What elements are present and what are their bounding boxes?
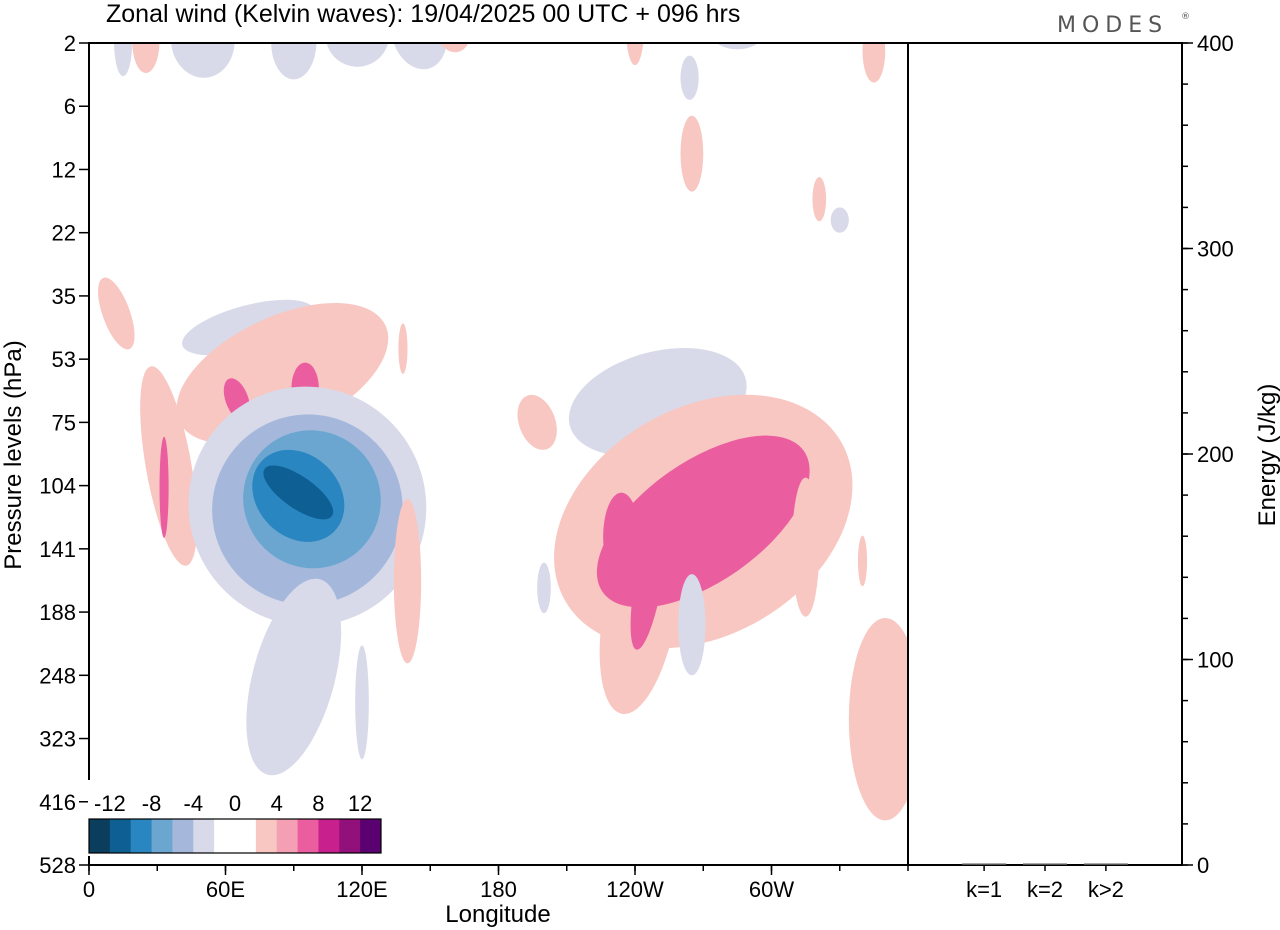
easterly-anomaly [537, 562, 551, 614]
westerly-anomaly [132, 43, 160, 74]
colorbar-swatch [255, 819, 278, 853]
y-tick-label: 22 [52, 221, 76, 246]
colorbar-swatch [318, 819, 340, 853]
y-tick-label: 188 [39, 600, 76, 625]
brand-name: MODES [1057, 13, 1168, 38]
westerly-anomaly [140, 366, 198, 566]
colorbar: -12 -8 -4 0 4 8 12 [88, 780, 383, 856]
colorbar-label: -8 [142, 791, 162, 816]
y-tick-label: 6 [64, 94, 76, 119]
energy-category-label: k=2 [1027, 877, 1063, 902]
colorbar-swatch [360, 819, 382, 853]
easterly-anomaly [830, 207, 849, 233]
easterly-anomaly [271, 43, 317, 80]
x-tick-label: 60W [749, 877, 794, 902]
colorbar-swatch [276, 819, 299, 853]
pressure-axis: 2 6 12 22 35 53 75 104 141 188 248 323 416 528 [39, 31, 89, 878]
westerly-anomaly [517, 394, 557, 450]
energy-bar [962, 863, 1007, 865]
colorbar-label: 12 [348, 791, 372, 816]
westerly-anomaly [791, 477, 820, 617]
x-tick-label: 180 [480, 877, 517, 902]
westerly-anomaly [398, 323, 408, 374]
energy-axis-label: Energy (J/kg) [1254, 384, 1280, 527]
colorbar-swatch [214, 819, 236, 853]
westerly-anomaly [857, 535, 868, 587]
colorbar-label: 0 [229, 791, 241, 816]
colorbar-swatch [109, 819, 132, 853]
modes-logo: MODES ® [1057, 12, 1190, 38]
westerly-anomaly [626, 43, 644, 66]
colorbar-label: 8 [312, 791, 324, 816]
easterly-anomaly [390, 43, 448, 70]
energy-category-label: k=1 [966, 877, 1002, 902]
y-tick-label: 141 [39, 537, 76, 562]
y-tick-label: 75 [52, 410, 76, 435]
colorbar-swatch [151, 819, 173, 853]
westerly-anomaly [98, 277, 135, 350]
easterly-anomaly [716, 43, 759, 50]
easterly-anomaly [263, 465, 334, 520]
chart-title: Zonal wind (Kelvin waves): 19/04/2025 00… [106, 0, 740, 28]
energy-panel-frame [907, 42, 1183, 866]
y-axis-label: Pressure levels (hPa) [0, 340, 27, 569]
energy-tick-label: 0 [1197, 853, 1209, 878]
y-tick-label: 416 [39, 790, 76, 815]
easterly-anomaly [246, 578, 342, 776]
colorbar-swatch [130, 819, 153, 853]
x-axis-label: Longitude [445, 901, 550, 928]
colorbar-swatch [89, 819, 111, 853]
energy-tick-label: 200 [1197, 442, 1234, 467]
energy-bar [1083, 863, 1128, 865]
y-tick-label: 2 [64, 31, 76, 56]
energy-tick-label: 300 [1197, 237, 1234, 262]
colorbar-swatch [297, 819, 319, 853]
energy-tick-label: 400 [1197, 31, 1234, 56]
y-tick-label: 35 [52, 284, 76, 309]
y-tick-label: 12 [52, 157, 76, 182]
westerly-anomaly [630, 512, 667, 650]
easterly-anomaly [170, 43, 235, 78]
colorbar-swatch [193, 819, 215, 853]
y-tick-label: 528 [39, 853, 76, 878]
easterly-anomaly [678, 574, 706, 676]
easterly-anomaly [680, 55, 699, 100]
colorbar-swatch [339, 819, 361, 853]
colorbar-label: 4 [271, 791, 283, 816]
y-tick-label: 53 [52, 347, 76, 372]
energy-axis: 0 100 200 300 400 [1182, 31, 1234, 878]
easterly-anomaly [114, 43, 133, 77]
colorbar-label: -4 [184, 791, 204, 816]
x-tick-label: 120W [606, 877, 664, 902]
westerly-anomaly [603, 492, 640, 582]
westerly-anomaly [862, 43, 886, 83]
wind-contour-field [98, 43, 908, 821]
colorbar-frame [88, 818, 382, 854]
westerly-anomaly [680, 115, 704, 192]
westerly-anomaly [393, 498, 422, 664]
energy-tick-label: 100 [1197, 648, 1234, 673]
colorbar-label: -12 [94, 791, 126, 816]
y-tick-label: 323 [39, 727, 76, 752]
y-tick-label: 104 [39, 474, 76, 499]
energy-bar [1023, 863, 1067, 865]
colorbar-swatch [235, 819, 257, 853]
westerly-anomaly [159, 436, 169, 538]
longitude-axis: 0 60E 120E 180 120W 60W [83, 865, 909, 902]
x-tick-label: 120E [336, 877, 387, 902]
energy-bars: k=1 k=2 k>2 [962, 863, 1128, 902]
brand-mark: ® [1181, 12, 1190, 22]
y-tick-label: 248 [39, 663, 76, 688]
colorbar-swatch [172, 819, 194, 853]
easterly-anomaly [325, 43, 390, 67]
energy-category-label: k>2 [1088, 877, 1124, 902]
easterly-anomaly [355, 645, 369, 760]
x-tick-label: 0 [83, 877, 95, 902]
westerly-anomaly [812, 177, 827, 222]
x-tick-label: 60E [206, 877, 245, 902]
westerly-anomaly [848, 618, 908, 821]
